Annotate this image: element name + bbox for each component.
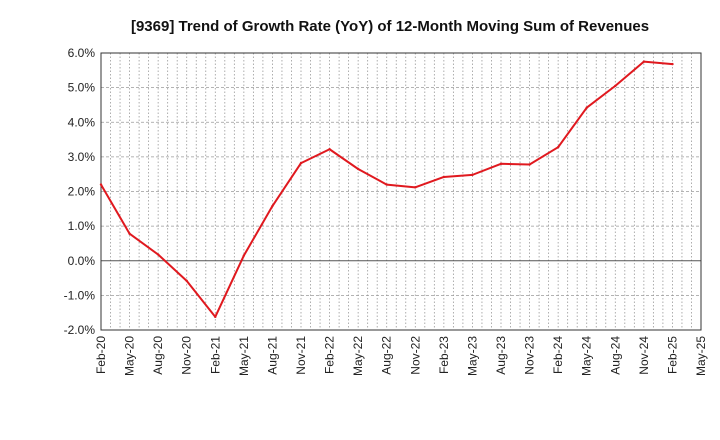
series-layer [99, 60, 674, 319]
x-tick-label: Aug-20 [151, 336, 165, 375]
data-point [671, 62, 674, 66]
x-tick-label: Feb-20 [94, 336, 108, 374]
x-tick-label: Nov-22 [408, 336, 422, 375]
grid [101, 53, 701, 330]
y-tick-label: 3.0% [68, 150, 96, 164]
x-tick-label: Nov-21 [294, 336, 308, 375]
x-tick-label: Feb-25 [665, 336, 679, 374]
data-point [356, 167, 360, 171]
y-tick-label: -1.0% [64, 288, 96, 302]
data-point [185, 279, 188, 283]
x-tick-label: Nov-20 [180, 336, 194, 375]
x-tick-label: Aug-21 [265, 336, 279, 375]
x-tick-label: Feb-21 [208, 336, 222, 374]
x-tick-label: Aug-23 [494, 336, 508, 375]
x-tick-label: Nov-24 [637, 336, 651, 375]
data-point [414, 186, 417, 189]
data-point [242, 254, 246, 257]
data-point [328, 148, 331, 151]
data-point [128, 232, 131, 235]
x-tick-label: May-24 [580, 336, 594, 376]
y-tick-label: 2.0% [68, 185, 96, 199]
chart-title: [9369] Trend of Growth Rate (YoY) of 12-… [131, 18, 649, 35]
x-tick-label: Nov-23 [523, 336, 537, 375]
data-point [271, 204, 274, 208]
data-point [385, 183, 388, 186]
y-tick-label: -2.0% [64, 323, 96, 337]
x-tick-label: May-21 [237, 336, 251, 376]
data-point [99, 183, 103, 186]
x-tick-label: May-25 [694, 336, 708, 376]
data-point [214, 315, 217, 319]
data-point [442, 175, 446, 179]
x-tick-label: May-20 [123, 336, 137, 376]
data-point [528, 163, 531, 166]
x-tick-label: May-23 [465, 336, 479, 376]
data-point [556, 145, 560, 149]
x-tick-label: Feb-22 [323, 336, 337, 374]
y-tick-label: 1.0% [68, 219, 96, 233]
x-tick-label: Feb-24 [551, 336, 565, 374]
axes [100, 52, 702, 331]
x-tick-label: May-22 [351, 336, 365, 376]
data-point [299, 161, 303, 165]
data-point [642, 60, 646, 63]
x-tick-label: Feb-23 [437, 336, 451, 374]
tick-labels: 6.0%5.0%4.0%3.0%2.0%1.0%0.0%-1.0%-2.0%Fe… [64, 46, 708, 376]
y-tick-label: 4.0% [68, 115, 96, 129]
data-point [499, 162, 503, 165]
data-point [614, 84, 617, 88]
y-tick-label: 0.0% [68, 254, 96, 268]
y-tick-label: 5.0% [68, 81, 96, 95]
data-point [585, 106, 588, 109]
data-point [471, 173, 474, 177]
y-tick-label: 6.0% [68, 46, 96, 60]
x-tick-label: Aug-24 [608, 336, 622, 375]
plot-frame [100, 52, 702, 331]
x-tick-label: Aug-22 [380, 336, 394, 375]
data-point [156, 253, 160, 256]
